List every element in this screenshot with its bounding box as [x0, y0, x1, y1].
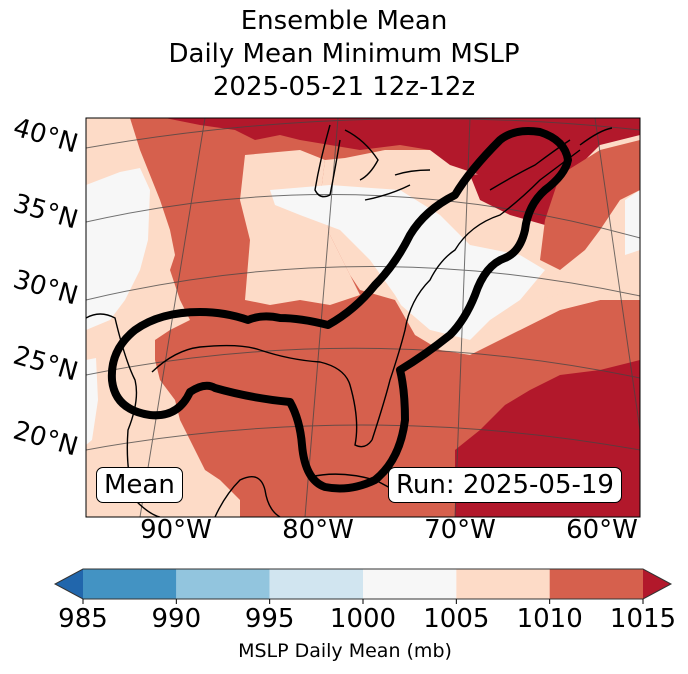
colorbar-bin-995-1000	[269, 569, 363, 599]
lon-label-90W: 90°W	[140, 515, 212, 545]
coastline-east	[371, 149, 581, 441]
parallel-25N	[86, 347, 640, 379]
colorbar-bin-985-990	[83, 569, 177, 599]
lake-ontario	[394, 169, 431, 176]
colorbar-label: MSLP Daily Mean (mb)	[238, 640, 452, 662]
colorbar-bin-1005-1010	[456, 569, 550, 599]
map-area	[86, 118, 640, 517]
chart-title-line-2: Daily Mean Minimum MSLP	[168, 39, 520, 69]
field-1005-1010-inner	[240, 150, 360, 305]
colorbar-tick-label-985: 985	[58, 604, 108, 634]
lake-michigan	[314, 124, 341, 198]
low-pressure-contour	[107, 127, 572, 493]
lake-huron	[344, 129, 379, 181]
parallel-30N	[86, 266, 640, 301]
parallel-40N	[86, 118, 640, 149]
chart-title-line-1: Ensemble Mean	[240, 6, 448, 36]
colorbar-tick-label-1010: 1010	[516, 604, 583, 634]
lake-erie	[364, 184, 411, 201]
lon-label-80W: 80°W	[282, 515, 354, 545]
lon-label-60W: 60°W	[566, 515, 638, 545]
meridian-60W	[594, 118, 640, 431]
coastline-yucatan	[214, 476, 281, 517]
colorbar-tick-label-1000: 1000	[329, 604, 397, 634]
colorbar-tick-label-1015: 1015	[609, 604, 677, 634]
chart-title-line-3: 2025-05-21 12z-12z	[212, 72, 476, 102]
colorbar-tick-label-1005: 1005	[423, 604, 490, 634]
lon-label-70W: 70°W	[424, 515, 496, 545]
colorbar-bin-1010-1015	[549, 569, 643, 599]
colorbar-extend-min	[55, 569, 83, 599]
coastline-gulf-north	[151, 344, 373, 448]
field-1000-1005-southwest	[86, 358, 98, 445]
run-date-box: Run: 2025-05-19	[388, 467, 622, 503]
field-1015-north-interior	[470, 170, 565, 225]
colorbar-bin-990-995	[176, 569, 270, 599]
map-frame	[85, 117, 641, 518]
colorbar-tick-label-990: 990	[151, 604, 202, 634]
colorbar-extend-max	[643, 569, 671, 599]
colorbar-bin-1000-1005	[363, 569, 457, 599]
colorbar	[53, 568, 673, 604]
parallel-35N	[86, 194, 640, 239]
colorbar-tick-label-995: 995	[244, 604, 295, 634]
mean-label-box: Mean	[96, 467, 183, 503]
field-1000-1005-west	[86, 168, 150, 330]
field-1000-1005-east	[625, 190, 640, 255]
parallel-20N	[86, 424, 640, 451]
